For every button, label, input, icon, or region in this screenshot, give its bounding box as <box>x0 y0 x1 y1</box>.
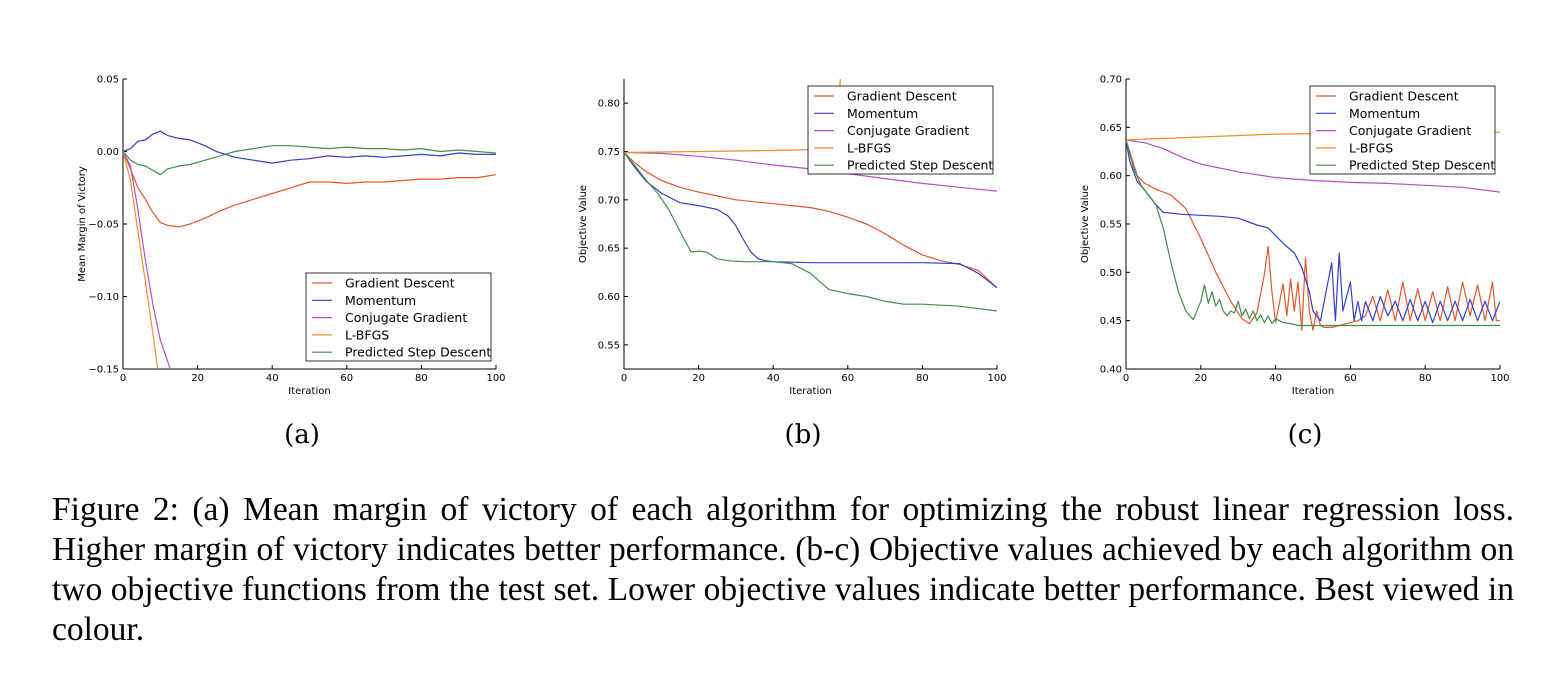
y-tick-label: 0.65 <box>598 244 620 255</box>
legend-entry: Conjugate Gradient <box>1349 123 1471 138</box>
chart-a: 0 20 40 60 80 100 −0.15 −0.10 −0.05 0.00 0.05 Itera… <box>70 70 506 405</box>
x-tick-label: 100 <box>987 373 1006 384</box>
y-tick-label: 0.55 <box>1100 220 1122 231</box>
legend-entry: Conjugate Gradient <box>345 310 467 325</box>
x-tick-label: 80 <box>916 373 929 384</box>
chart-b-svg: 0 20 40 60 80 100 0.55 0.60 0.65 0.70 0.75 0.80 Iter… <box>578 79 1007 397</box>
y-tick-label: 0.00 <box>97 147 119 158</box>
series-line <box>123 151 171 369</box>
chart-b: 0 20 40 60 80 100 0.55 0.60 0.65 0.70 0.75 0.80 Iter… <box>572 70 1007 405</box>
legend-entry: L-BFGS <box>1349 140 1393 155</box>
y-tick-label: 0.80 <box>598 99 620 110</box>
legend: Gradient Descent Momentum Conjugate Gradie… <box>807 85 994 175</box>
legend-entry: Predicted Step Descent <box>1349 158 1495 173</box>
y-tick-label: −0.15 <box>88 365 119 376</box>
x-tick-label: 0 <box>621 373 627 384</box>
x-tick-label: 60 <box>841 373 854 384</box>
x-tick-label: 20 <box>191 373 204 384</box>
x-axis-label: Iteration <box>789 386 831 397</box>
y-tick-label: 0.45 <box>1100 316 1122 327</box>
legend-entry: Momentum <box>345 293 416 308</box>
subfigure-label-b: (b) <box>784 420 822 450</box>
y-axis-label: Objective Value <box>1080 185 1091 263</box>
legend-entry: L-BFGS <box>345 327 389 342</box>
y-tick-label: 0.05 <box>97 75 119 86</box>
chart-c: 0 20 40 60 80 100 0.40 0.45 0.50 0.55 0.60 0.65 0.70… <box>1073 70 1510 405</box>
series-line <box>624 152 997 312</box>
y-tick-label: 0.40 <box>1100 365 1122 376</box>
x-tick-label: 100 <box>1490 373 1509 384</box>
figure-caption: Figure 2: (a) Mean margin of victory of … <box>52 491 1514 648</box>
x-axis-label: Iteration <box>288 386 330 397</box>
legend-box <box>1309 85 1496 175</box>
y-tick-label: 0.55 <box>598 340 620 351</box>
x-tick-label: 60 <box>1344 373 1357 384</box>
x-tick-label: 100 <box>486 373 505 384</box>
y-tick-label: 0.75 <box>598 147 620 158</box>
x-tick-label: 40 <box>266 373 279 384</box>
legend: Gradient Descent Momentum Conjugate Gradie… <box>1309 85 1496 175</box>
legend-entry: Momentum <box>847 106 918 121</box>
x-tick-label: 60 <box>340 373 353 384</box>
series-line <box>1126 139 1500 193</box>
legend: Gradient Descent Momentum Conjugate Gradie… <box>305 272 492 362</box>
y-tick-label: 0.70 <box>598 195 620 206</box>
legend-entry: L-BFGS <box>847 140 891 155</box>
x-tick-label: 40 <box>1269 373 1282 384</box>
series-line <box>123 145 496 176</box>
series-line <box>123 151 496 228</box>
y-tick-label: −0.10 <box>88 292 119 303</box>
legend-box <box>305 272 492 362</box>
y-tick-label: 0.70 <box>1100 75 1122 86</box>
chart-a-svg: 0 20 40 60 80 100 −0.15 −0.10 −0.05 0.00 0.05 Itera… <box>77 75 506 398</box>
x-tick-label: 0 <box>120 373 126 384</box>
series-line <box>624 152 997 289</box>
legend-entry: Predicted Step Descent <box>847 158 993 173</box>
legend-entry: Momentum <box>1349 106 1420 121</box>
x-tick-label: 80 <box>1419 373 1432 384</box>
legend-entry: Gradient Descent <box>847 89 957 104</box>
series-line <box>123 151 159 369</box>
series-line <box>624 152 997 289</box>
series-line <box>123 130 496 164</box>
legend-entry: Predicted Step Descent <box>345 345 491 360</box>
x-tick-label: 20 <box>1194 373 1207 384</box>
y-axis-label: Objective Value <box>578 185 589 263</box>
x-tick-label: 80 <box>415 373 428 384</box>
x-tick-label: 40 <box>767 373 780 384</box>
subfigure-label-a: (a) <box>284 420 320 450</box>
y-tick-label: 0.65 <box>1100 123 1122 134</box>
x-tick-label: 0 <box>1123 373 1129 384</box>
legend-box <box>807 85 994 175</box>
subfigure-label-c: (c) <box>1287 420 1323 450</box>
y-tick-label: −0.05 <box>88 220 119 231</box>
y-tick-label: 0.60 <box>1100 171 1122 182</box>
x-axis-label: Iteration <box>1292 386 1334 397</box>
legend-entry: Conjugate Gradient <box>847 123 969 138</box>
y-axis-label: Mean Margin of Victory <box>77 166 88 282</box>
chart-c-svg: 0 20 40 60 80 100 0.40 0.45 0.50 0.55 0.60 0.65 0.70… <box>1080 75 1510 398</box>
legend-entry: Gradient Descent <box>345 276 455 291</box>
series-line <box>1126 139 1500 324</box>
y-tick-label: 0.60 <box>598 292 620 303</box>
y-tick-label: 0.50 <box>1100 268 1122 279</box>
series-line <box>1126 139 1500 327</box>
legend-entry: Gradient Descent <box>1349 89 1459 104</box>
x-tick-label: 20 <box>692 373 705 384</box>
